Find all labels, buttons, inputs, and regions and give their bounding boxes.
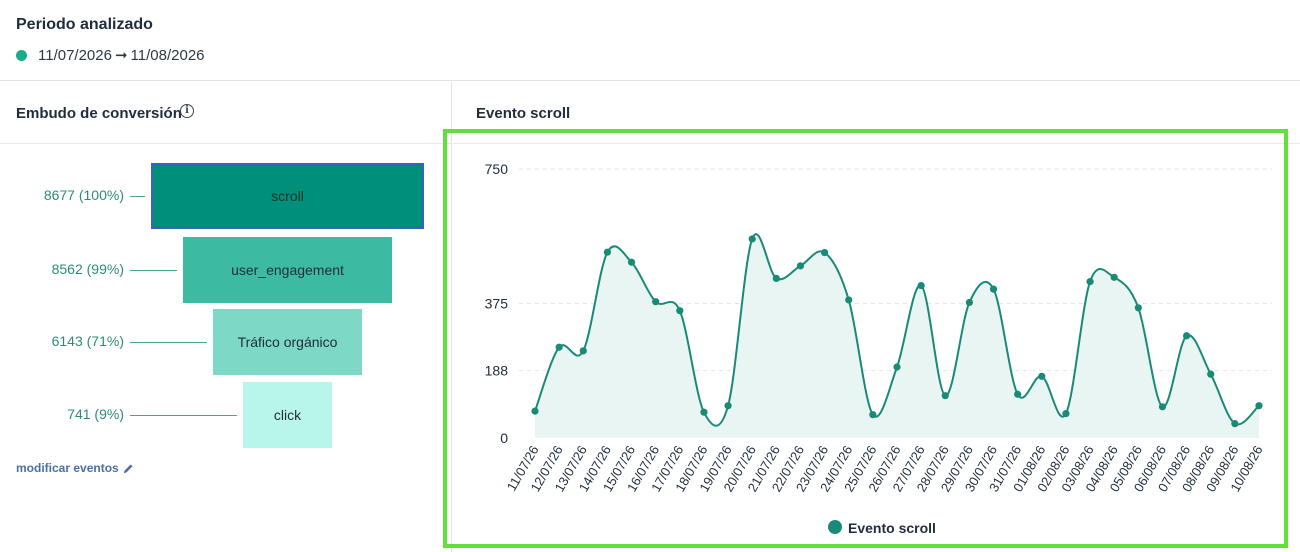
modify-events-link[interactable]: modificar eventos — [16, 461, 134, 475]
funnel-connector — [130, 415, 237, 416]
info-icon[interactable]: i — [180, 104, 194, 118]
period-title: Periodo analizado — [16, 16, 153, 33]
funnel-connector — [130, 196, 145, 197]
period-end: 11/08/2026 — [130, 46, 205, 64]
funnel-bar[interactable]: click — [243, 382, 332, 448]
period-section: Periodo analizado 11/07/2026 ➞ 11/08/202… — [0, 0, 1300, 81]
chart-title: Evento scroll — [476, 105, 571, 122]
funnel-panel: Embudo de conversión i 8677 (100%) scroll… — [0, 82, 452, 552]
period-range: 11/07/2026 ➞ 11/08/2026 — [16, 46, 205, 64]
funnel-header: Embudo de conversión i — [0, 82, 452, 144]
funnel-connector — [130, 342, 207, 343]
chart-header-divider — [453, 143, 1300, 144]
funnel-step-name: Tráfico orgánico — [237, 334, 338, 350]
funnel-bar[interactable]: Tráfico orgánico — [213, 309, 362, 375]
funnel-step-count: 741 (9%) — [67, 406, 124, 422]
funnel-step[interactable]: 741 (9%) click — [0, 382, 452, 448]
funnel-connector — [130, 270, 177, 271]
funnel-title: Embudo de conversión — [16, 105, 182, 122]
funnel-step-count: 8677 (100%) — [43, 187, 124, 203]
funnel-step-name: click — [273, 407, 302, 423]
funnel-step[interactable]: 6143 (71%) Tráfico orgánico — [0, 309, 452, 375]
funnel-bar[interactable]: scroll — [151, 163, 424, 229]
period-dot-icon — [16, 49, 27, 61]
period-start: 11/07/2026 — [38, 46, 112, 64]
pencil-icon — [123, 463, 133, 473]
funnel-step[interactable]: 8562 (99%) user_engagement — [0, 237, 452, 303]
funnel-bar[interactable]: user_engagement — [183, 237, 392, 303]
funnel-step-name: user_engagement — [231, 262, 344, 278]
modify-events-label: modificar eventos — [16, 461, 119, 475]
arrow-right-icon: ➞ — [114, 47, 128, 64]
funnel-step-count: 6143 (71%) — [51, 333, 124, 349]
funnel-step-name: scroll — [271, 188, 304, 204]
funnel-step-count: 8562 (99%) — [51, 261, 124, 277]
funnel-step[interactable]: 8677 (100%) scroll — [0, 163, 452, 229]
chart-highlight-frame — [443, 129, 1288, 548]
